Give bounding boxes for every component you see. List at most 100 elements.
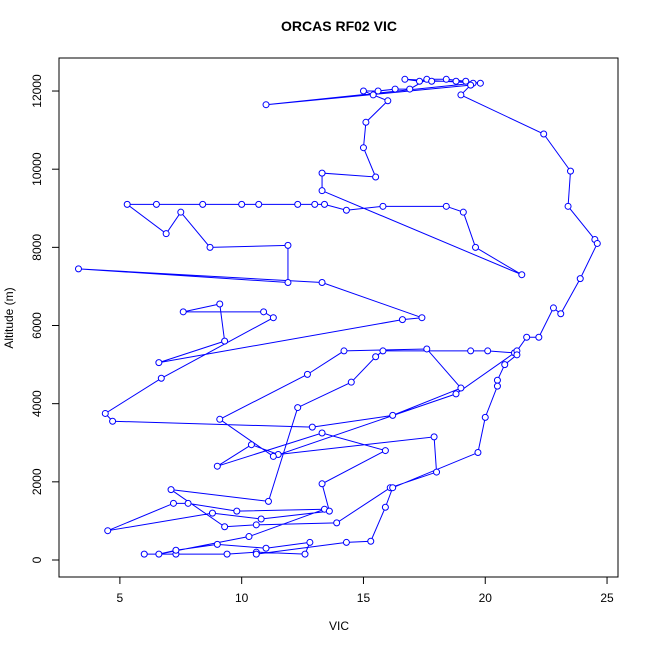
data-point <box>428 77 436 85</box>
data-point <box>389 484 397 492</box>
data-point <box>269 452 277 460</box>
data-point <box>467 347 475 355</box>
data-point <box>260 308 268 316</box>
data-point <box>523 333 531 341</box>
data-point <box>549 304 557 312</box>
data-point <box>442 202 450 210</box>
data-point <box>518 271 526 279</box>
data-point <box>381 447 389 455</box>
data-point <box>255 200 263 208</box>
data-point <box>318 429 326 437</box>
data-point <box>162 230 170 238</box>
data-point <box>172 546 180 554</box>
data-point <box>415 77 423 85</box>
data-point <box>311 200 319 208</box>
data-point <box>452 77 460 85</box>
data-point <box>221 523 229 531</box>
data-point <box>301 550 309 558</box>
data-point <box>123 200 131 208</box>
data-point <box>213 540 221 548</box>
data-point <box>374 87 382 95</box>
data-point <box>284 241 292 249</box>
data-point <box>325 507 333 515</box>
data-point <box>567 167 575 175</box>
data-point <box>318 480 326 488</box>
data-point <box>406 85 414 93</box>
data-point <box>430 433 438 441</box>
data-point <box>593 239 601 247</box>
data-point <box>104 527 112 535</box>
data-point <box>318 187 326 195</box>
x-tick-label: 5 <box>117 591 124 605</box>
data-point <box>216 300 224 308</box>
data-point <box>379 347 387 355</box>
data-point <box>333 519 341 527</box>
data-point <box>303 370 311 378</box>
data-point <box>216 415 224 423</box>
y-tick-label: 2000 <box>30 468 44 495</box>
data-point <box>372 353 380 361</box>
data-point <box>384 97 392 105</box>
data-point <box>245 533 253 541</box>
data-point <box>457 91 465 99</box>
data-point <box>467 81 475 89</box>
data-point <box>452 390 460 398</box>
data-point <box>269 314 277 322</box>
plot-frame <box>58 57 619 578</box>
data-point <box>184 499 192 507</box>
data-point <box>462 77 470 85</box>
data-point <box>362 118 370 126</box>
data-point <box>221 337 229 345</box>
data-point <box>152 200 160 208</box>
data-point <box>294 200 302 208</box>
data-point <box>167 486 175 494</box>
data-point <box>367 537 375 545</box>
data-point <box>493 382 501 390</box>
data-point <box>177 208 185 216</box>
data-point <box>140 550 148 558</box>
data-point <box>179 308 187 316</box>
data-point <box>535 333 543 341</box>
data-point <box>213 462 221 470</box>
data-point <box>423 345 431 353</box>
data-point <box>318 169 326 177</box>
y-tick-label: 0 <box>30 556 44 563</box>
data-point <box>169 499 177 507</box>
data-point <box>233 507 241 515</box>
y-tick-label: 12000 <box>30 74 44 108</box>
data-point <box>372 173 380 181</box>
data-point <box>155 550 163 558</box>
data-point <box>340 347 348 355</box>
data-point <box>252 550 260 558</box>
data-point <box>306 538 314 546</box>
data-point <box>264 497 272 505</box>
data-point <box>252 521 260 529</box>
data-point <box>433 468 441 476</box>
data-point <box>342 538 350 546</box>
data-point <box>457 384 465 392</box>
data-point <box>401 75 409 83</box>
data-point <box>157 374 165 382</box>
y-tick-label: 10000 <box>30 152 44 186</box>
data-point <box>206 243 214 251</box>
data-point <box>484 347 492 355</box>
y-tick-label: 8000 <box>30 234 44 261</box>
data-point <box>389 411 397 419</box>
data-point <box>398 316 406 324</box>
data-point <box>381 503 389 511</box>
data-point <box>101 409 109 417</box>
data-point <box>262 544 270 552</box>
data-point <box>257 515 265 523</box>
data-point <box>308 423 316 431</box>
data-point <box>540 130 548 138</box>
y-axis-label: Altitude (m) <box>2 287 16 348</box>
data-point <box>472 243 480 251</box>
data-point <box>238 200 246 208</box>
x-tick-label: 20 <box>479 591 493 605</box>
data-point <box>359 144 367 152</box>
data-point <box>369 91 377 99</box>
data-point <box>318 279 326 287</box>
x-tick-label: 15 <box>357 591 371 605</box>
data-point <box>379 202 387 210</box>
